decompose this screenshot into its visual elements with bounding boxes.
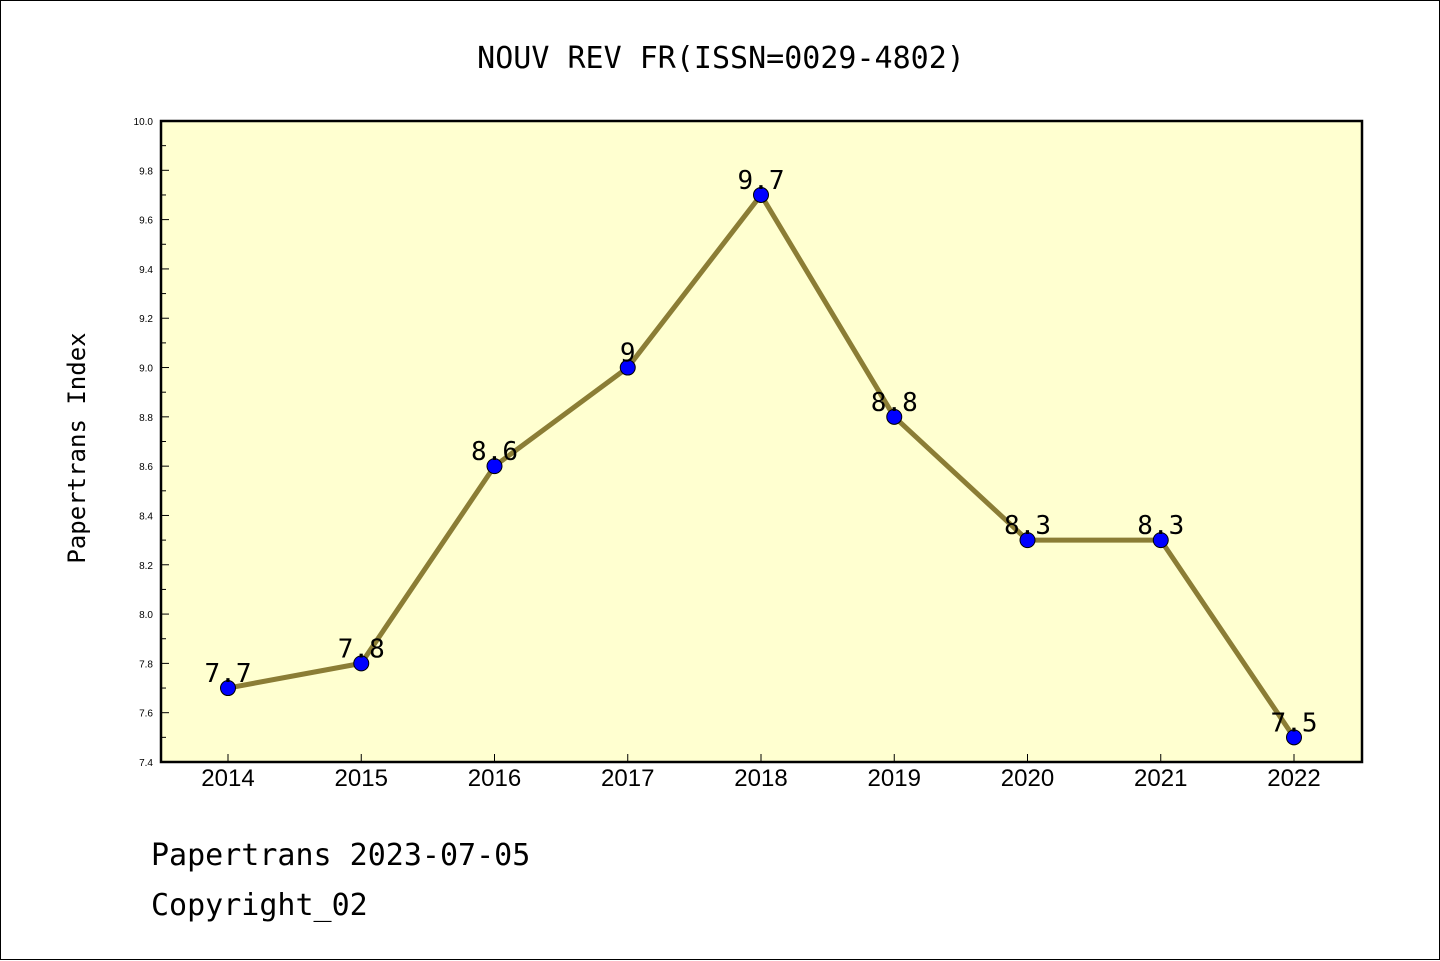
y-axis-ticks: 7.4 7.6 7.8 8.0 8.2 8.4 8.6 8.8 9.0 9.2 9.4 9.6 9.8 1… bbox=[134, 117, 169, 769]
y-tick-label: 8.2 bbox=[139, 561, 153, 572]
data-point bbox=[1286, 729, 1302, 746]
y-axis-label: Papertrans Index bbox=[63, 332, 91, 563]
y-tick-label: 9.2 bbox=[139, 314, 153, 325]
footer-copyright: Copyright_02 bbox=[151, 888, 368, 923]
x-tick-label: 2022 bbox=[1267, 765, 1320, 792]
data-point bbox=[353, 655, 370, 672]
data-label: 9 bbox=[620, 339, 636, 369]
data-label: 7.5 bbox=[1271, 708, 1318, 738]
chart-title: NOUV REV FR(ISSN=0029-4802) bbox=[477, 41, 965, 76]
x-axis-ticks: 2014 2015 2016 2017 2018 2019 2020 2021 2022 bbox=[201, 754, 1321, 792]
y-tick-label: 9.4 bbox=[139, 265, 153, 276]
data-point bbox=[753, 186, 769, 203]
data-label: 7.7 bbox=[205, 659, 252, 689]
data-label: 8.3 bbox=[1137, 511, 1184, 541]
data-point bbox=[886, 408, 903, 425]
plot-area bbox=[159, 119, 1364, 764]
series-papertrans-index bbox=[220, 186, 1302, 746]
x-tick-label: 2019 bbox=[868, 765, 921, 792]
x-tick-label: 2020 bbox=[1001, 765, 1054, 792]
data-point bbox=[1019, 532, 1036, 549]
x-tick-label: 2018 bbox=[734, 765, 787, 792]
footer-date: Papertrans 2023-07-05 bbox=[151, 838, 530, 873]
data-label: 9.7 bbox=[738, 166, 785, 196]
data-label: 8.3 bbox=[1004, 511, 1051, 541]
x-tick-label: 2017 bbox=[601, 765, 654, 792]
y-tick-label: 9.0 bbox=[139, 364, 153, 375]
data-point bbox=[1152, 532, 1169, 549]
y-tick-label: 7.8 bbox=[139, 659, 153, 670]
data-labels: 7.7 7.8 8.6 9 9.7 8.8 8.3 8.3 7.5 bbox=[205, 166, 1318, 738]
data-point bbox=[619, 359, 636, 376]
y-tick-label: 9.8 bbox=[139, 166, 153, 177]
y-tick-label: 8.8 bbox=[139, 413, 153, 424]
y-tick-label: 8.0 bbox=[139, 610, 153, 621]
data-label: 8.8 bbox=[871, 388, 918, 418]
data-label: 7.8 bbox=[338, 634, 385, 664]
x-tick-label: 2021 bbox=[1134, 765, 1187, 792]
y-tick-label: 9.6 bbox=[139, 216, 153, 227]
data-label: 8.6 bbox=[471, 437, 518, 467]
y-tick-label: 8.6 bbox=[139, 462, 153, 473]
y-tick-label: 8.4 bbox=[139, 511, 153, 522]
data-point bbox=[220, 680, 236, 697]
x-tick-label: 2016 bbox=[468, 765, 521, 792]
y-tick-label: 7.6 bbox=[139, 709, 153, 720]
x-tick-label: 2015 bbox=[335, 765, 388, 792]
data-point bbox=[486, 458, 503, 475]
x-tick-label: 2014 bbox=[201, 765, 254, 792]
y-tick-label: 10.0 bbox=[134, 117, 154, 128]
y-tick-label: 7.4 bbox=[139, 758, 153, 769]
